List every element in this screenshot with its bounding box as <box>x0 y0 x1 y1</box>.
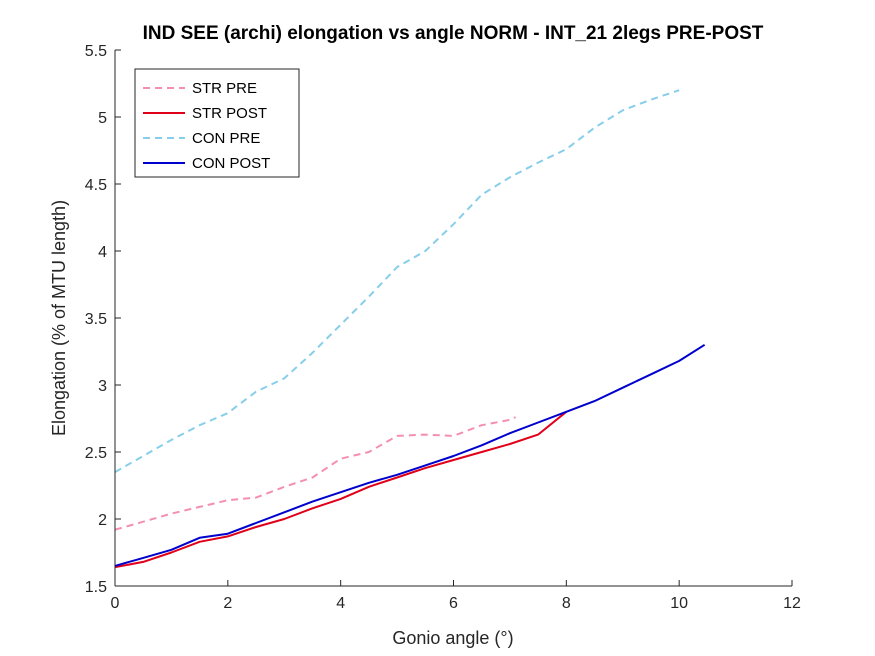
x-tick-label: 8 <box>562 595 571 612</box>
y-tick-label: 4 <box>98 244 107 261</box>
series-line-con-pre <box>114 89 680 473</box>
series-line-str-pre <box>114 416 517 531</box>
legend: STR PRE STR POST CON PRE CON POST <box>134 68 300 178</box>
legend-entry-label: CON POST <box>192 155 270 172</box>
chart-title: IND SEE (archi) elongation vs angle NORM… <box>143 23 764 44</box>
x-axis-label: Gonio angle (°) <box>392 628 513 648</box>
y-tick-label: 3 <box>98 378 107 395</box>
legend-items: STR PRE STR POST CON PRE CON POST <box>143 80 270 172</box>
x-tick-label: 6 <box>449 595 458 612</box>
y-tick-label: 5.5 <box>85 43 107 60</box>
series-layer <box>114 89 706 569</box>
y-tick-label: 4.5 <box>85 177 107 194</box>
legend-box <box>134 68 300 178</box>
legend-entry-label: STR PRE <box>192 80 257 97</box>
x-tick-label: 12 <box>783 595 801 612</box>
x-tick-label: 4 <box>336 595 345 612</box>
legend-entry-label: STR POST <box>192 105 267 122</box>
y-tick-label: 1.5 <box>85 579 107 596</box>
ticks-layer: 0 2 4 6 8 10 12 1.5 2 2.5 3 3.5 4 4.5 5 5.5 <box>85 43 801 612</box>
x-tick-label: 10 <box>670 595 688 612</box>
x-tick-label: 2 <box>223 595 232 612</box>
legend-entry-label: CON PRE <box>192 130 260 147</box>
y-tick-label: 5 <box>98 110 107 127</box>
y-tick-label: 3.5 <box>85 311 107 328</box>
x-tick-label: 0 <box>111 595 120 612</box>
y-tick-label: 2 <box>98 512 107 529</box>
y-tick-label: 2.5 <box>85 445 107 462</box>
series-line-str-post <box>114 411 567 569</box>
series-line-con-post <box>114 343 706 567</box>
y-axis-label: Elongation (% of MTU length) <box>49 200 69 436</box>
